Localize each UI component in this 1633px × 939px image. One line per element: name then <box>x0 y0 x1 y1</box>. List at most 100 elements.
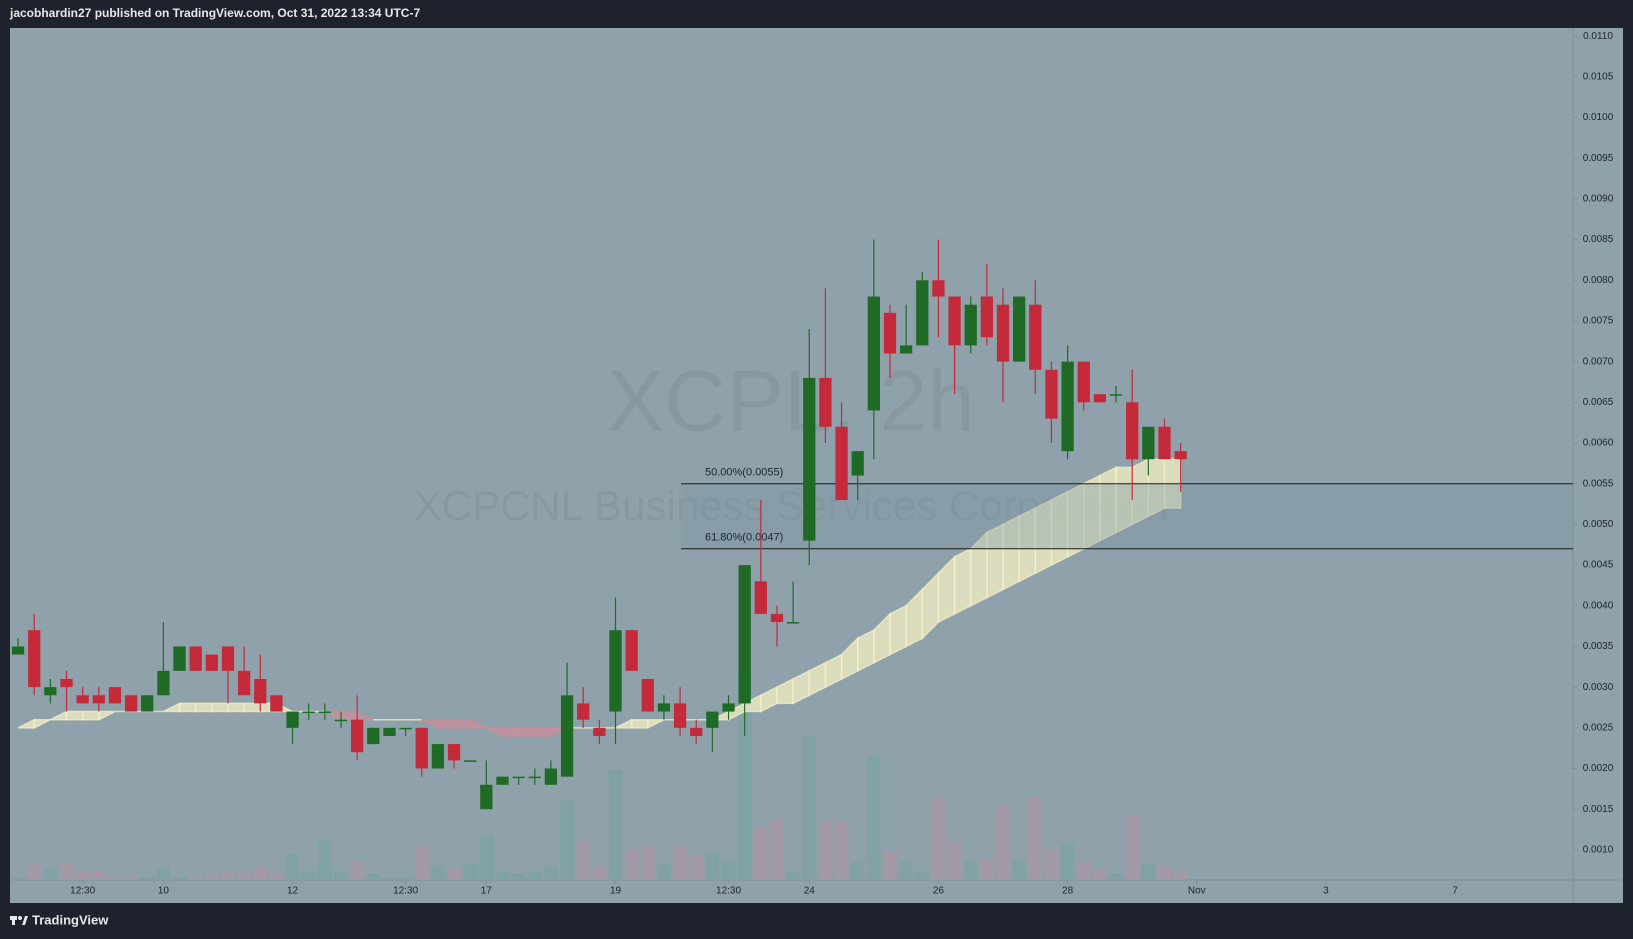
volume-bar <box>737 669 752 880</box>
y-tick-label: 0.0030 <box>1583 682 1614 693</box>
ma-band <box>33 718 51 730</box>
y-tick-label: 0.0100 <box>1583 112 1614 123</box>
volume-bar <box>754 828 768 880</box>
ma-band <box>65 710 84 721</box>
y-tick-label: 0.0045 <box>1583 560 1614 571</box>
candle-body <box>141 695 154 712</box>
watermark-symbol: XCPL, 2h <box>607 354 975 450</box>
volume-bar <box>980 859 994 880</box>
candle-body <box>108 687 122 704</box>
candle-body <box>657 703 671 712</box>
volume-bar <box>1141 863 1156 880</box>
candle-body <box>464 760 477 762</box>
volume-bar <box>721 861 736 880</box>
y-tick-label: 0.0085 <box>1583 234 1614 245</box>
volume-bar <box>124 876 138 880</box>
candle-body <box>237 670 251 696</box>
candle-body <box>738 565 751 704</box>
candle-body <box>302 711 315 714</box>
volume-bar <box>301 871 316 880</box>
ma-band <box>856 628 875 673</box>
volume-bar <box>770 818 784 880</box>
volume-bar <box>899 861 913 880</box>
candle-body <box>1045 369 1058 419</box>
candle-body <box>1142 426 1155 460</box>
candle-body <box>1029 304 1042 370</box>
ma-band <box>647 718 665 730</box>
x-tick-label: 3 <box>1323 886 1329 897</box>
x-tick-label: 17 <box>481 886 493 897</box>
candle-body <box>996 304 1010 362</box>
volume-bar <box>867 754 881 880</box>
y-tick-label: 0.0025 <box>1583 722 1614 733</box>
ma-band <box>501 727 520 737</box>
y-tick-label: 0.0010 <box>1583 845 1614 856</box>
candle-body <box>867 296 880 411</box>
y-tick-label: 0.0075 <box>1583 316 1614 327</box>
plot-area: 50.00%(0.0055) 61.80%(0.0047) <box>11 239 1573 880</box>
candle-body <box>900 345 913 354</box>
volume-bar <box>495 871 510 880</box>
footer-logo <box>10 916 28 925</box>
chart-panel <box>10 28 1623 903</box>
x-tick-label: 26 <box>933 886 945 897</box>
volume-bar <box>75 871 90 880</box>
ma-band <box>889 604 907 656</box>
candle-body <box>593 727 606 736</box>
volume-bar <box>237 873 251 880</box>
y-tick-label: 0.0040 <box>1583 600 1614 611</box>
y-tick-label: 0.0015 <box>1583 804 1614 815</box>
volume-bar <box>527 871 542 880</box>
volume-bar <box>156 867 171 880</box>
y-tick-label: 0.0020 <box>1583 763 1614 774</box>
volume-bar <box>431 865 445 880</box>
volume-bar <box>108 876 122 880</box>
candle-body <box>690 727 703 736</box>
candle-body <box>625 630 638 671</box>
volume-bar <box>350 861 364 880</box>
y-tick-label: 0.0095 <box>1583 153 1614 164</box>
candle-body <box>1126 402 1139 460</box>
ma-band <box>194 702 213 713</box>
ma-band <box>227 702 245 713</box>
candle-body <box>1093 394 1107 403</box>
candle-body <box>367 727 380 745</box>
footer-brand: TradingView <box>32 912 109 927</box>
candle-body <box>641 679 654 712</box>
candle-body <box>722 703 735 712</box>
axes: 0.0010 0.0015 0.0020 0.0025 0.0030 0.0035 0.00… <box>70 31 1614 897</box>
volume-bar <box>1060 842 1075 880</box>
y-tick-label: 0.0110 <box>1583 31 1613 42</box>
candle-body <box>1077 361 1090 403</box>
volume-bar <box>1044 848 1059 880</box>
volume-bar <box>463 863 477 880</box>
candle-body <box>980 296 994 338</box>
candle-body <box>76 695 89 704</box>
ma-band <box>469 718 487 729</box>
volume-bar <box>447 867 461 880</box>
volume-bar <box>834 820 849 880</box>
candle-body <box>528 776 541 779</box>
candle-body <box>964 304 977 346</box>
volume-bar <box>1125 815 1139 880</box>
candle-body <box>92 695 105 704</box>
volume-bar <box>1173 871 1188 880</box>
candle-body <box>60 679 73 688</box>
volume-bar <box>511 873 526 880</box>
ma-band <box>81 710 100 721</box>
candle-body <box>28 630 41 688</box>
volume-bar <box>802 735 817 880</box>
candle-body <box>415 727 428 769</box>
volume-bar <box>382 876 397 880</box>
fib-label: 61.80%(0.0047) <box>705 532 783 544</box>
volume-bar <box>188 876 203 880</box>
volume-bar <box>27 863 42 880</box>
candle-body <box>221 646 235 671</box>
y-tick-label: 0.0065 <box>1583 397 1614 408</box>
y-tick-label: 0.0060 <box>1583 438 1614 449</box>
candle-body <box>706 711 719 728</box>
y-tick-label: 0.0105 <box>1583 71 1614 82</box>
volume-bar <box>1109 873 1123 880</box>
volume-bar <box>544 865 558 880</box>
volume-bar <box>947 842 962 880</box>
